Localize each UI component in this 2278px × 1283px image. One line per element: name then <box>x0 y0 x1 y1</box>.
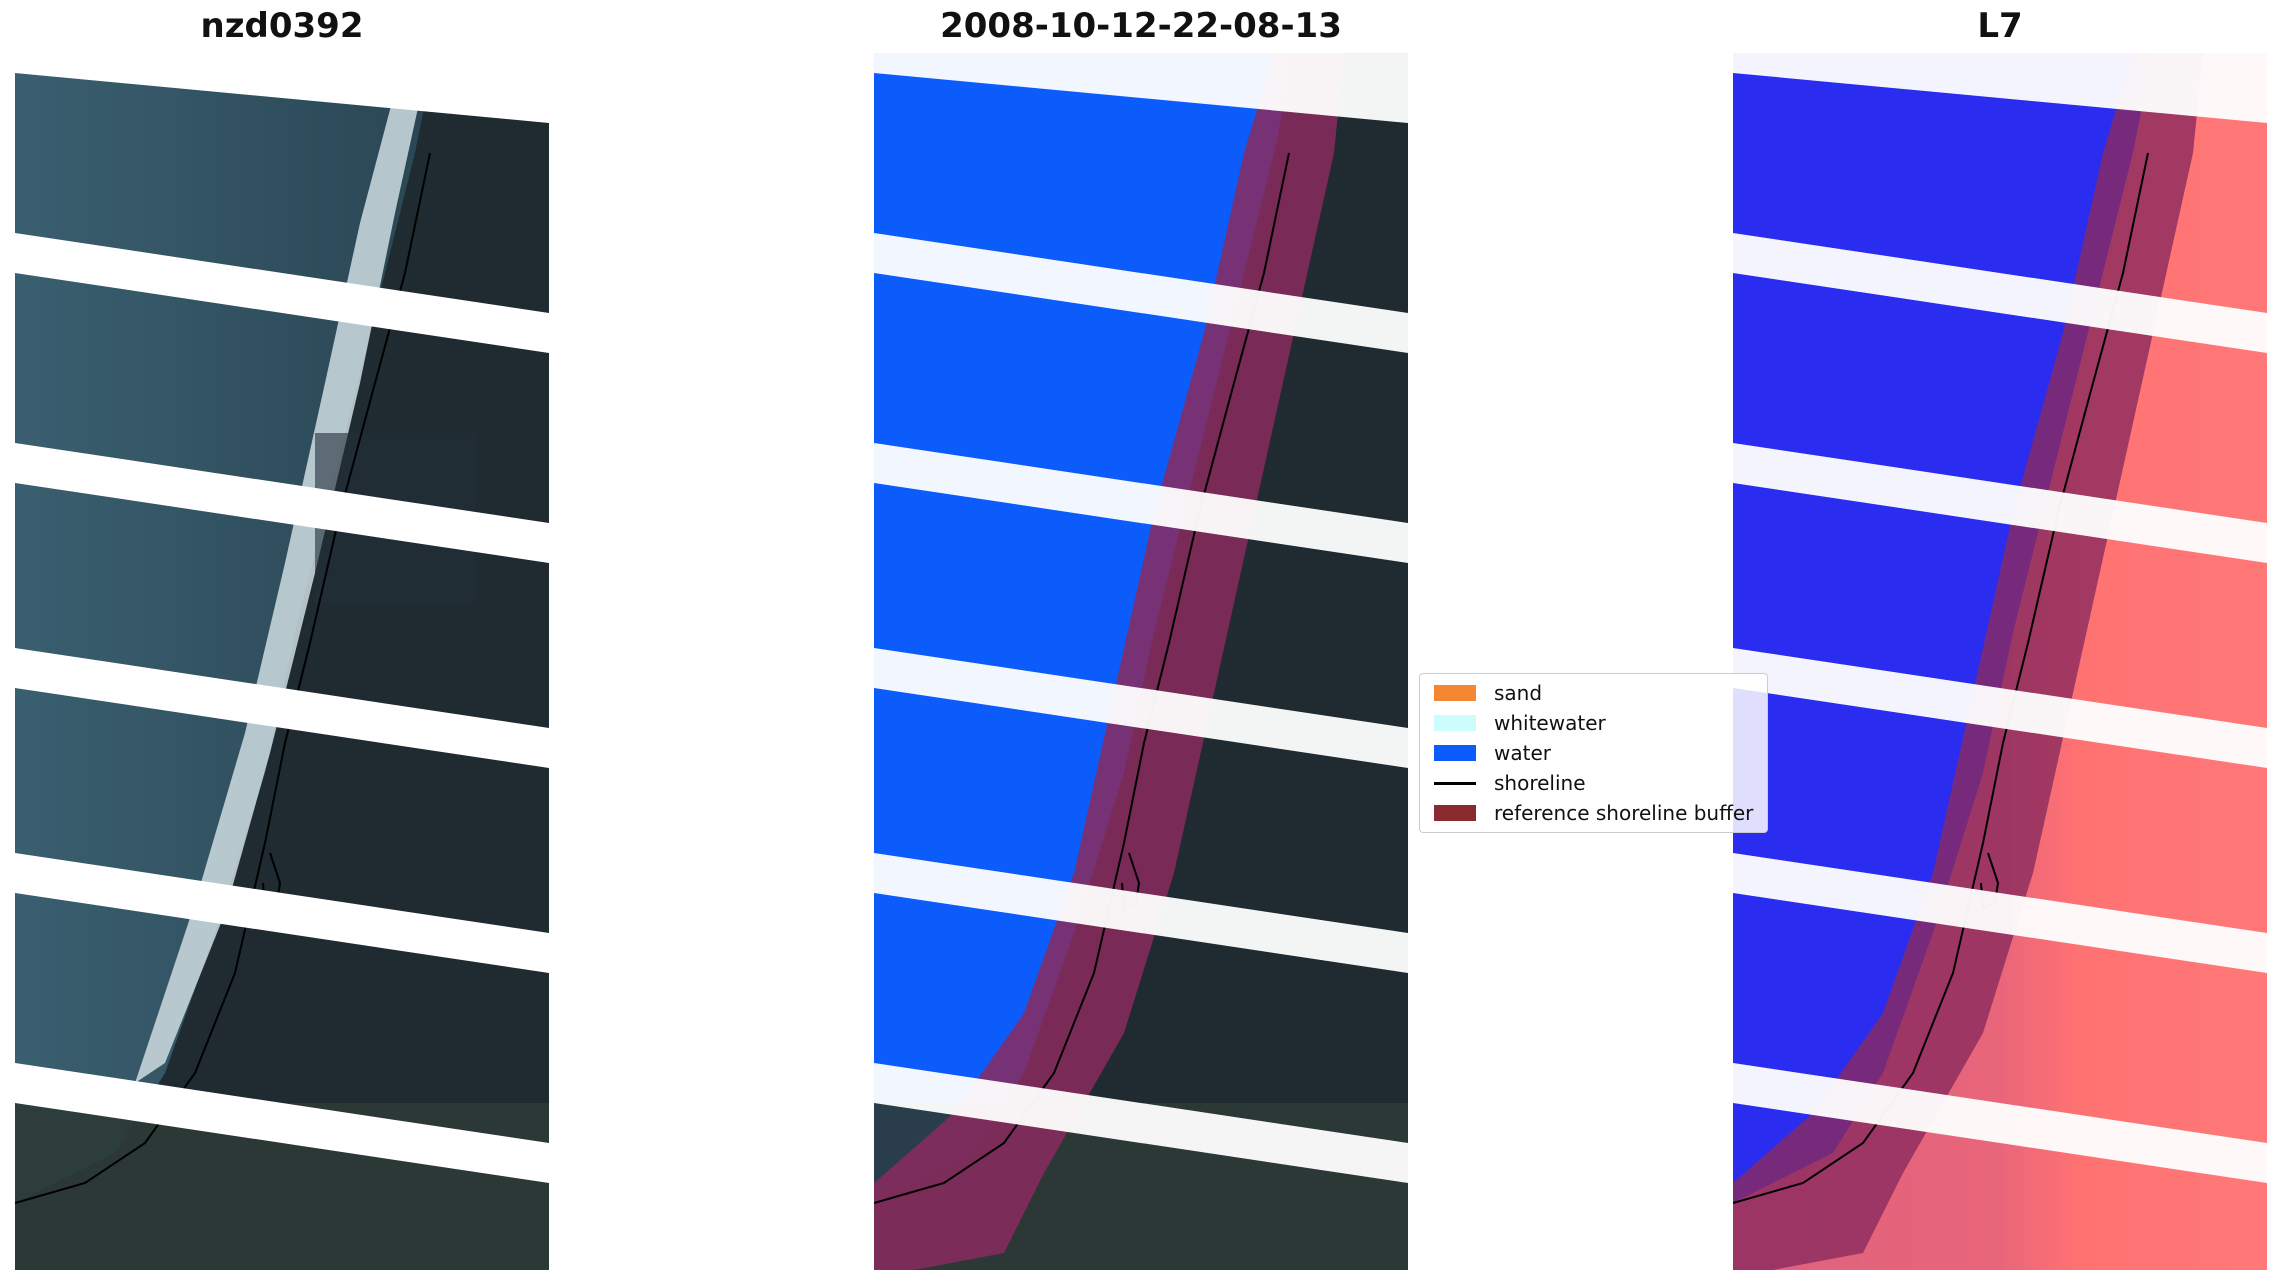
panel-title-index: L7 <box>1977 6 2023 46</box>
legend-swatch-reference-buffer <box>1434 805 1476 821</box>
legend-item-shoreline: shoreline <box>1434 769 1586 797</box>
legend-item-water: water <box>1434 739 1551 767</box>
legend-swatch-sand <box>1434 685 1476 701</box>
legend: sand whitewater water shoreline referenc… <box>1419 673 1768 833</box>
legend-label-sand: sand <box>1494 681 1543 705</box>
classification-panel <box>874 53 1408 1270</box>
legend-swatch-water <box>1434 745 1476 761</box>
panel-title-classification: 2008-10-12-22-08-13 <box>940 6 1342 46</box>
index-panel <box>1733 53 2267 1270</box>
legend-label-water: water <box>1494 741 1551 765</box>
legend-item-whitewater: whitewater <box>1434 709 1606 737</box>
rgb-image-panel <box>15 53 549 1270</box>
legend-label-reference-buffer: reference shoreline buffer <box>1494 801 1754 825</box>
legend-swatch-whitewater <box>1434 715 1476 731</box>
legend-label-whitewater: whitewater <box>1494 711 1606 735</box>
legend-item-reference-buffer: reference shoreline buffer <box>1434 799 1753 827</box>
legend-label-shoreline: shoreline <box>1494 771 1586 795</box>
panel-title-rgb: nzd0392 <box>200 6 364 46</box>
legend-item-sand: sand <box>1434 679 1542 707</box>
legend-swatch-shoreline <box>1434 781 1476 785</box>
